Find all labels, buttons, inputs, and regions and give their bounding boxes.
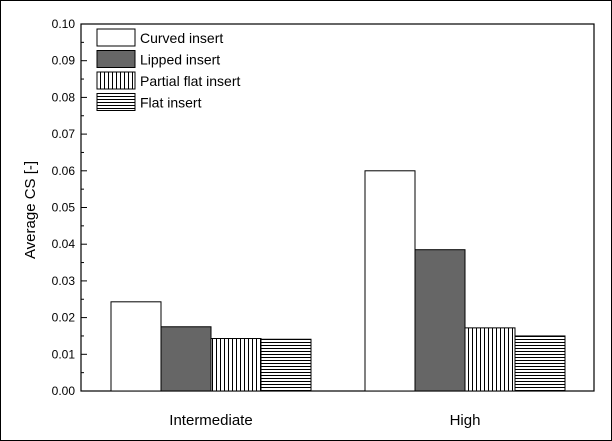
y-tick-label: 0.06 bbox=[52, 164, 76, 178]
bar bbox=[160, 326, 212, 392]
bar bbox=[110, 301, 162, 392]
bar bbox=[514, 335, 566, 392]
y-tick-label: 0.08 bbox=[52, 90, 76, 104]
legend: Curved insert Lipped insert Partial flat i… bbox=[96, 28, 240, 111]
bar bbox=[464, 327, 516, 392]
y-tick-label: 0.10 bbox=[52, 17, 76, 31]
legend-swatch bbox=[96, 93, 136, 111]
x-category-label: High bbox=[450, 412, 481, 429]
y-tick-label: 0.07 bbox=[52, 127, 76, 141]
y-tick-label: 0.01 bbox=[52, 347, 76, 361]
bar bbox=[210, 338, 262, 392]
y-tick-label: 0.04 bbox=[52, 237, 76, 251]
legend-swatch bbox=[96, 28, 136, 47]
legend-label: Lipped insert bbox=[140, 52, 220, 68]
y-tick-label: 0.03 bbox=[52, 274, 76, 288]
legend-label: Flat insert bbox=[140, 95, 202, 111]
y-tick-label: 0.05 bbox=[52, 201, 76, 215]
y-tick-label: 0.00 bbox=[52, 384, 76, 398]
bar bbox=[260, 338, 312, 392]
legend-label: Curved insert bbox=[140, 30, 223, 46]
legend-swatch bbox=[96, 71, 136, 90]
y-axis-title: Average CS [-] bbox=[22, 161, 39, 259]
y-tick-label: 0.02 bbox=[52, 311, 76, 325]
plot-area: 0.00 0.01 0.02 0.03 0.04 0.05 0.06 0.07 0.08 0.09… bbox=[52, 17, 595, 429]
bar bbox=[414, 249, 466, 392]
x-category-label: Intermediate bbox=[169, 412, 252, 429]
y-tick-label: 0.09 bbox=[52, 54, 76, 68]
legend-label: Partial flat insert bbox=[140, 73, 240, 89]
legend-swatch bbox=[96, 50, 136, 68]
bar bbox=[364, 170, 416, 392]
